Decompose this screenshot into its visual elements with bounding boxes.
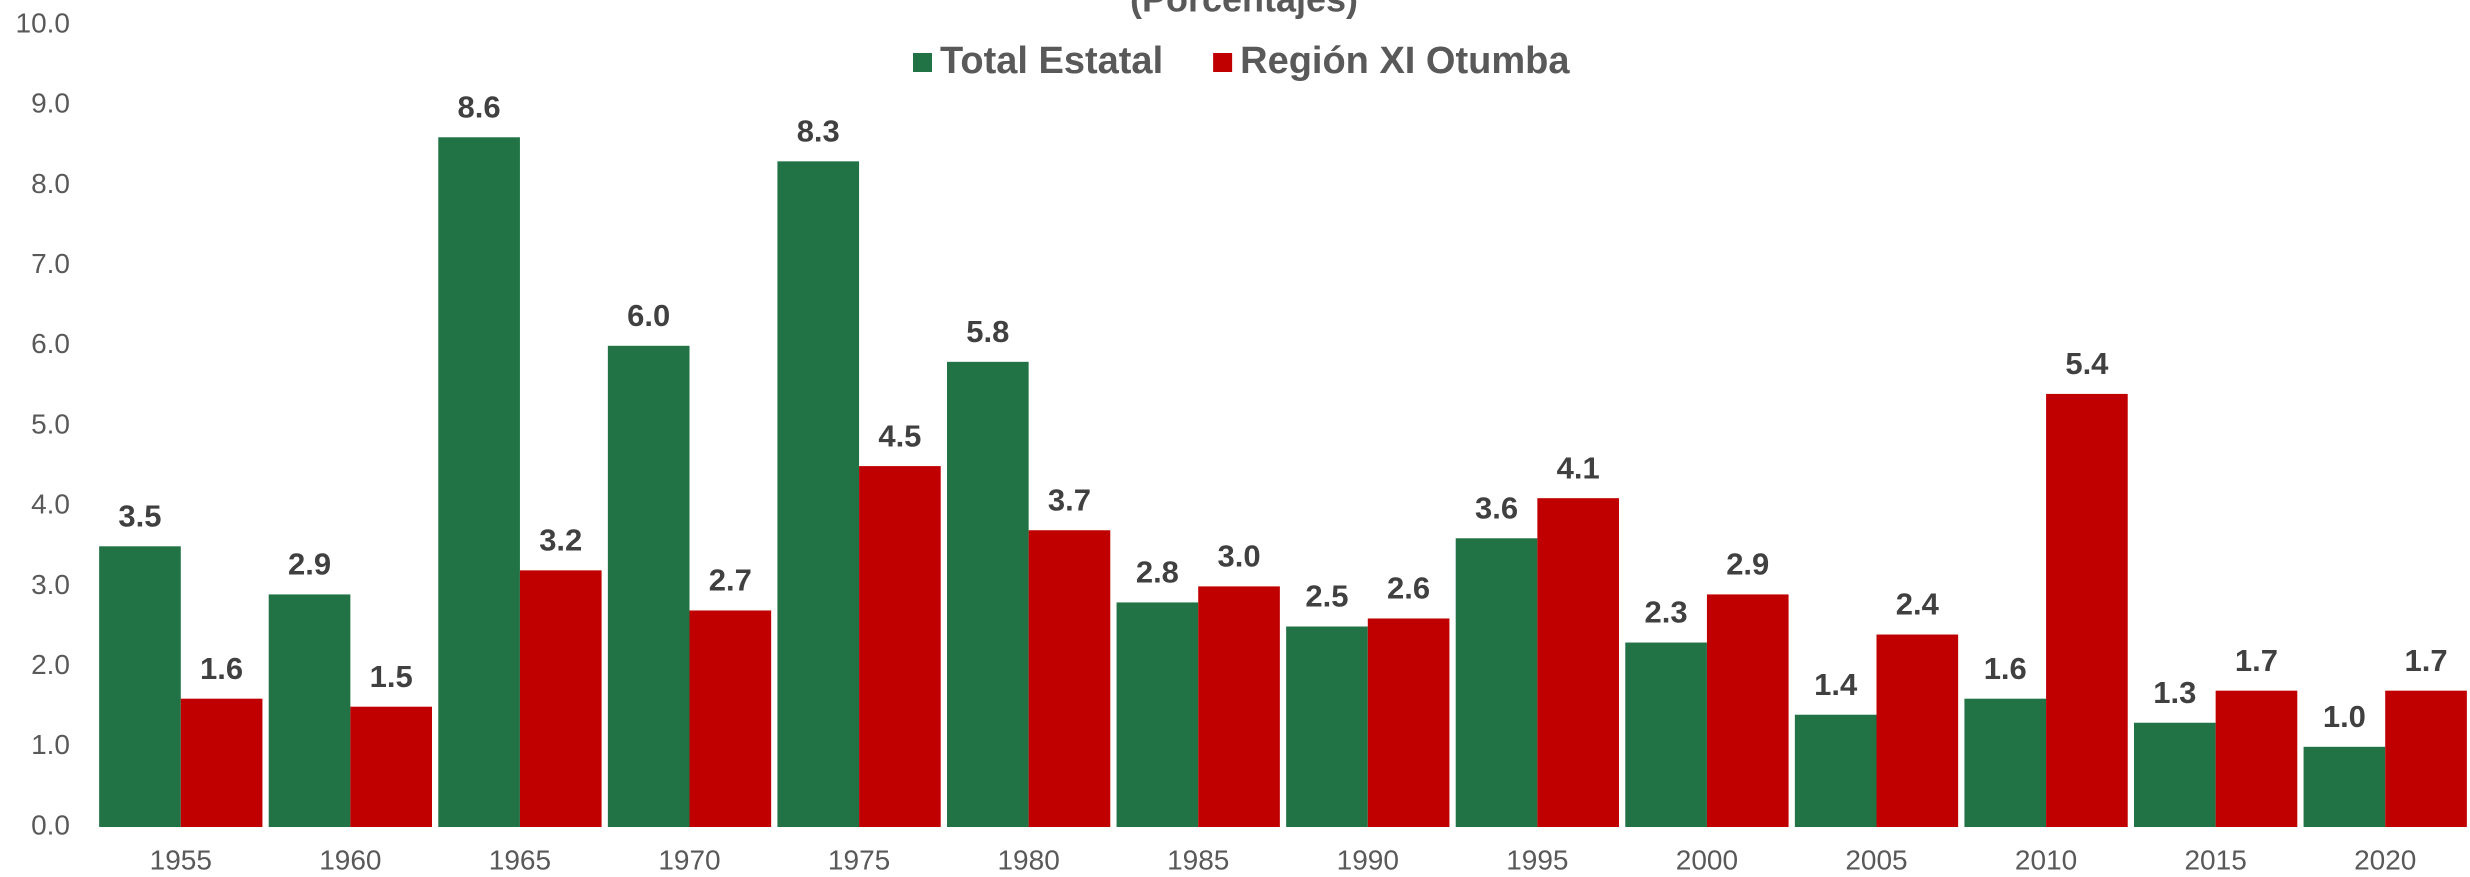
- data-label: 2.4: [1896, 587, 1940, 622]
- data-label: 3.2: [539, 523, 582, 558]
- x-tick-label: 2000: [1676, 844, 1738, 875]
- bar: [180, 698, 263, 827]
- bar: [1198, 586, 1280, 827]
- bar: [689, 610, 772, 827]
- y-tick-label: 8.0: [31, 168, 70, 199]
- y-tick-label: 5.0: [31, 408, 70, 439]
- data-label: 8.3: [797, 114, 840, 149]
- bar: [519, 570, 602, 827]
- x-tick-label: 1955: [150, 844, 212, 875]
- bar: [946, 361, 1029, 827]
- x-tick-label: 2015: [2184, 844, 2246, 875]
- x-tick-label: 1995: [1506, 844, 1568, 875]
- bar: [1794, 714, 1877, 827]
- bar: [1367, 618, 1450, 827]
- y-tick-label: 9.0: [31, 88, 70, 119]
- data-label: 4.1: [1557, 450, 1600, 485]
- bar: [1116, 602, 1199, 827]
- bar: [1876, 634, 1959, 827]
- legend-swatch: [1213, 53, 1233, 72]
- data-label: 1.6: [1984, 651, 2027, 686]
- x-tick-label: 1970: [658, 844, 720, 875]
- x-tick-label: 1975: [828, 844, 890, 875]
- bar: [2133, 722, 2216, 827]
- data-label: 1.7: [2404, 643, 2447, 678]
- data-label: 2.3: [1645, 595, 1688, 630]
- data-label: 1.4: [1814, 667, 1858, 702]
- data-label: 3.7: [1048, 482, 1091, 517]
- data-label: 6.0: [627, 298, 670, 333]
- x-tick-label: 2020: [2354, 844, 2416, 875]
- data-label: 1.6: [200, 651, 243, 686]
- data-label: 2.5: [1305, 579, 1348, 614]
- x-tick-label: 1990: [1337, 844, 1399, 875]
- x-tick-label: 1980: [997, 844, 1059, 875]
- bar: [2046, 393, 2128, 827]
- data-label: 4.5: [878, 418, 921, 453]
- bar: [607, 345, 690, 827]
- data-label: 5.8: [966, 314, 1009, 349]
- y-tick-label: 6.0: [31, 328, 70, 359]
- data-label: 2.9: [288, 547, 331, 582]
- data-label: 2.8: [1136, 555, 1179, 590]
- chart-subtitle: (Porcentajes): [1130, 0, 1358, 20]
- bar: [2385, 690, 2467, 827]
- legend-label: Total Estatal: [940, 40, 1163, 82]
- bar: [2303, 746, 2386, 827]
- bar: [438, 137, 520, 827]
- x-tick-label: 1965: [489, 844, 551, 875]
- y-tick-label: 0.0: [31, 809, 70, 840]
- data-label: 1.7: [2235, 643, 2278, 678]
- y-tick-label: 10.0: [16, 7, 71, 38]
- bar: [99, 546, 181, 827]
- data-label: 1.0: [2323, 699, 2366, 734]
- bar: [2215, 690, 2298, 827]
- data-label: 2.6: [1387, 571, 1430, 606]
- data-label: 1.3: [2153, 675, 2196, 710]
- x-tick-label: 1985: [1167, 844, 1229, 875]
- data-label: 8.6: [458, 89, 501, 124]
- legend-swatch: [913, 53, 932, 72]
- bar: [1625, 642, 1707, 827]
- y-tick-label: 2.0: [31, 649, 70, 680]
- y-tick-label: 1.0: [31, 729, 70, 760]
- x-tick-label: 2010: [2015, 844, 2077, 875]
- bar: [268, 594, 351, 827]
- data-label: 1.5: [370, 659, 413, 694]
- legend-label: Región XI Otumba: [1240, 40, 1570, 82]
- bar: [1286, 626, 1368, 827]
- bar: [777, 161, 860, 828]
- data-label: 2.9: [1726, 547, 1769, 582]
- bar: [350, 706, 433, 827]
- data-label: 5.4: [2065, 346, 2109, 381]
- bar: [1028, 530, 1111, 827]
- data-label: 3.5: [118, 498, 161, 533]
- bar: [1964, 698, 2047, 827]
- data-label: 2.7: [709, 563, 752, 598]
- x-tick-label: 2005: [1845, 844, 1907, 875]
- data-label: 3.0: [1217, 539, 1260, 574]
- x-tick-label: 1960: [319, 844, 381, 875]
- bar: [1455, 538, 1538, 827]
- y-tick-label: 4.0: [31, 489, 70, 520]
- bar: [859, 466, 941, 827]
- y-tick-label: 3.0: [31, 569, 70, 600]
- data-label: 3.6: [1475, 490, 1518, 525]
- y-tick-label: 7.0: [31, 248, 70, 279]
- bar: [1537, 498, 1620, 827]
- bar: [1706, 594, 1789, 827]
